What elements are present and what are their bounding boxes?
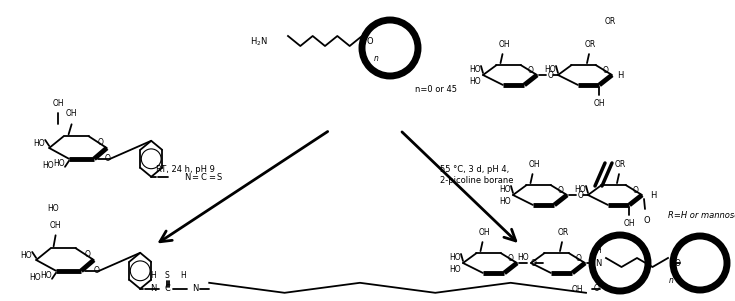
Text: H: H	[180, 271, 186, 280]
Text: H: H	[151, 271, 156, 280]
Text: OH: OH	[594, 99, 605, 108]
Text: HO: HO	[449, 253, 461, 262]
Text: HO: HO	[47, 204, 58, 213]
Text: H: H	[595, 246, 601, 255]
Text: OR: OR	[614, 160, 625, 169]
Text: OR: OR	[557, 228, 569, 237]
Text: O: O	[528, 66, 534, 75]
Text: HO: HO	[470, 64, 481, 73]
Text: O: O	[367, 38, 373, 46]
Text: n: n	[669, 276, 673, 285]
Text: HO: HO	[43, 162, 54, 170]
Text: OH: OH	[52, 99, 64, 108]
Text: 55 °C, 3 d, pH 4,
2-picoline borane: 55 °C, 3 d, pH 4, 2-picoline borane	[440, 165, 514, 185]
Text: OH: OH	[66, 109, 77, 118]
Text: O: O	[93, 266, 99, 275]
Text: HO: HO	[449, 265, 461, 274]
Text: O: O	[644, 216, 650, 225]
Text: O: O	[558, 185, 564, 194]
Text: N: N	[150, 284, 157, 293]
Text: O: O	[104, 154, 110, 163]
Text: OH: OH	[528, 160, 540, 169]
Text: H: H	[617, 70, 623, 79]
Text: O: O	[508, 253, 514, 262]
Text: OH: OH	[50, 221, 62, 230]
Text: OH: OH	[623, 219, 635, 228]
Text: HO: HO	[34, 138, 45, 147]
Text: HO: HO	[545, 64, 556, 73]
Text: OH: OH	[572, 285, 583, 294]
Text: O: O	[594, 284, 600, 293]
Text: O: O	[85, 250, 90, 259]
Text: OR: OR	[604, 17, 616, 26]
Text: N$=$C$=$S: N$=$C$=$S	[184, 171, 223, 182]
Text: OR: OR	[584, 40, 595, 49]
Text: n=0 or 45: n=0 or 45	[415, 85, 457, 95]
Text: O: O	[531, 259, 537, 268]
Text: n: n	[373, 54, 379, 63]
Text: RT, 24 h, pH 9: RT, 24 h, pH 9	[156, 166, 215, 175]
Text: HO: HO	[574, 185, 586, 194]
Text: O: O	[576, 253, 581, 262]
Text: O: O	[633, 185, 639, 194]
Text: O: O	[675, 259, 681, 268]
Text: HO: HO	[29, 274, 41, 283]
Text: O: O	[603, 66, 609, 75]
Text: HO: HO	[517, 253, 529, 262]
Text: S: S	[165, 271, 170, 280]
Text: OH: OH	[478, 228, 490, 237]
Text: N: N	[595, 259, 601, 268]
Text: H: H	[650, 191, 656, 200]
Text: HO: HO	[40, 271, 52, 280]
Text: O: O	[98, 138, 104, 147]
Text: C: C	[164, 284, 170, 293]
Text: HO: HO	[54, 159, 65, 168]
Text: HO: HO	[499, 185, 511, 194]
Text: N: N	[192, 284, 198, 293]
Text: HO: HO	[470, 76, 481, 85]
Text: H$_2$N: H$_2$N	[250, 36, 268, 48]
Text: O: O	[578, 191, 584, 200]
Text: R=H or mannose: R=H or mannose	[668, 210, 735, 219]
Text: HO: HO	[21, 250, 32, 259]
Text: OH: OH	[498, 40, 510, 49]
Text: O: O	[548, 70, 554, 79]
Text: HO: HO	[499, 197, 511, 206]
